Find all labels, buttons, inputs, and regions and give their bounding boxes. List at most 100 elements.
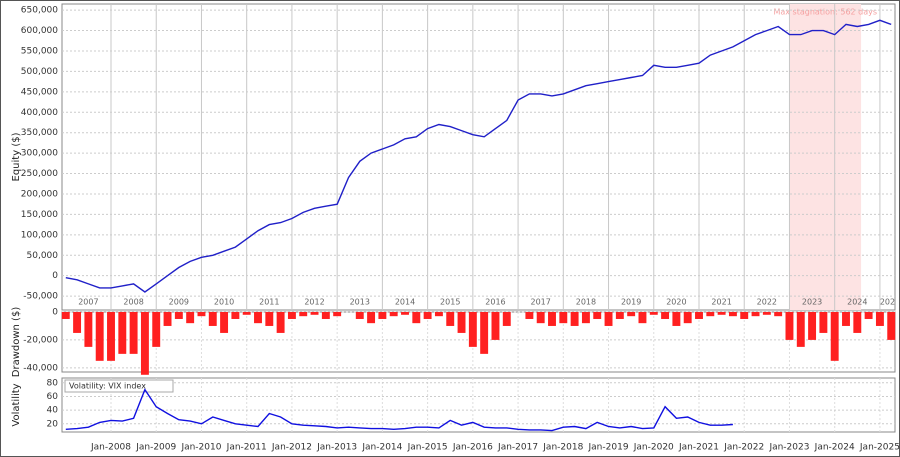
drawdown-bar xyxy=(220,312,229,333)
x-tick-label: Jan-2019 xyxy=(588,443,629,453)
drawdown-bar xyxy=(842,312,850,326)
drawdown-bar xyxy=(717,312,726,315)
drawdown-bar xyxy=(163,312,172,326)
drawdown-bar xyxy=(649,312,658,315)
series-line xyxy=(65,19,892,293)
drawdown-bar xyxy=(672,312,681,326)
drawdown-bar xyxy=(73,312,82,333)
drawdown-bar xyxy=(457,312,466,333)
drawdown-bar xyxy=(502,312,511,326)
y-tick-label: 200,000 xyxy=(21,189,58,199)
drawdown-bar xyxy=(84,312,93,347)
y-tick-label: 350,000 xyxy=(21,128,58,138)
y-tick-label: 100,000 xyxy=(21,230,58,240)
y-tick-label: 60 xyxy=(47,392,59,402)
y-tick-label: 80 xyxy=(47,378,59,388)
x-tick-label: 2008 xyxy=(123,298,143,307)
drawdown-bar xyxy=(785,312,794,340)
drawdown-bar xyxy=(559,312,568,324)
y-tick-label: 450,000 xyxy=(21,87,58,97)
x-tick-label: Jan-2022 xyxy=(723,443,764,453)
drawdown-bar xyxy=(254,312,262,324)
x-tick-label: 2016 xyxy=(485,298,505,307)
x-tick-label: Jan-2021 xyxy=(678,443,719,453)
x-tick-label: 2007 xyxy=(78,298,98,307)
drawdown-bar xyxy=(265,312,274,326)
x-tick-label: Jan-2018 xyxy=(542,443,583,453)
drawdown-bar xyxy=(378,312,387,319)
drawdown-bar xyxy=(333,312,342,317)
drawdown-bar xyxy=(107,312,115,361)
drawdown-bar xyxy=(853,312,862,333)
y-tick-label: 50,000 xyxy=(27,251,59,261)
drawdown-bar xyxy=(593,312,602,319)
drawdown-bar xyxy=(152,312,161,347)
drawdown-bar xyxy=(695,312,703,319)
drawdown-bar xyxy=(762,312,771,315)
stagnation-band xyxy=(789,4,862,310)
drawdown-bar xyxy=(728,312,737,317)
y-tick-label: 300,000 xyxy=(21,149,58,159)
drawdown-bar xyxy=(570,312,579,326)
y-tick-label: -40,000 xyxy=(23,363,58,373)
x-tick-label: Jan-2023 xyxy=(768,443,809,453)
drawdown-bar xyxy=(875,312,884,326)
x-tick-label: 2015 xyxy=(440,298,460,307)
x-tick-label: 2014 xyxy=(395,298,415,307)
x-tick-label: 2012 xyxy=(304,298,324,307)
drawdown-bar xyxy=(242,312,251,315)
drawdown-bar xyxy=(186,312,195,324)
drawdown-bar xyxy=(276,312,285,333)
x-tick-label: 2023 xyxy=(802,298,822,307)
x-tick-label: Jan-2009 xyxy=(135,443,176,453)
y-tick-label: 600,000 xyxy=(21,26,58,36)
x-tick-label: Jan-2010 xyxy=(180,443,221,453)
drawdown-bar xyxy=(491,312,500,340)
x-tick-label: 2010 xyxy=(214,298,234,307)
x-tick-label: 2021 xyxy=(711,298,731,307)
y-axis-label: Drawdown ($) xyxy=(11,307,22,378)
x-tick-label: Jan-2024 xyxy=(814,443,855,453)
x-tick-label: Jan-2012 xyxy=(271,443,312,453)
y-tick-label: 650,000 xyxy=(21,6,58,16)
plot-area xyxy=(61,3,896,311)
series-line xyxy=(65,388,733,432)
x-tick-label: 2009 xyxy=(169,298,189,307)
drawdown-bar xyxy=(367,312,376,324)
x-tick-label: Jan-2013 xyxy=(316,443,357,453)
drawdown-bar xyxy=(740,312,749,319)
drawdown-bar xyxy=(423,312,432,319)
drawdown-bar xyxy=(683,312,692,324)
drawdown-bar xyxy=(830,312,839,361)
x-tick-label: 202 xyxy=(880,298,895,307)
legend-box xyxy=(64,379,174,393)
y-tick-label: 250,000 xyxy=(21,169,58,179)
drawdown-bar xyxy=(774,312,783,317)
drawdown-bar xyxy=(581,312,590,324)
x-tick-label: 2017 xyxy=(531,298,551,307)
y-axis-label: Equity ($) xyxy=(11,132,22,181)
drawdown-bar xyxy=(446,312,455,326)
x-tick-label: Jan-2011 xyxy=(226,443,267,453)
x-tick-label: 2022 xyxy=(757,298,777,307)
drawdown-bar xyxy=(129,312,138,354)
y-tick-label: 550,000 xyxy=(21,46,58,56)
x-tick-label: 2018 xyxy=(576,298,596,307)
legend-text: Volatility: VIX index xyxy=(69,382,146,391)
x-tick-label: 2019 xyxy=(621,298,641,307)
y-tick-label: 400,000 xyxy=(21,108,58,118)
drawdown-bar xyxy=(887,312,896,340)
drawdown-bar xyxy=(310,312,319,315)
drawdown-bar xyxy=(118,312,127,354)
drawdown-bar xyxy=(638,312,647,324)
drawdown-bar xyxy=(208,312,217,326)
y-tick-label: 40 xyxy=(47,406,59,416)
drawdown-bar xyxy=(615,312,624,319)
drawdown-bar xyxy=(389,312,398,317)
drawdown-bar xyxy=(864,312,873,319)
y-tick-label: 0 xyxy=(52,271,58,281)
drawdown-bar xyxy=(480,312,489,354)
drawdown-bar xyxy=(174,312,183,319)
x-tick-label: Jan-2025 xyxy=(859,443,900,453)
